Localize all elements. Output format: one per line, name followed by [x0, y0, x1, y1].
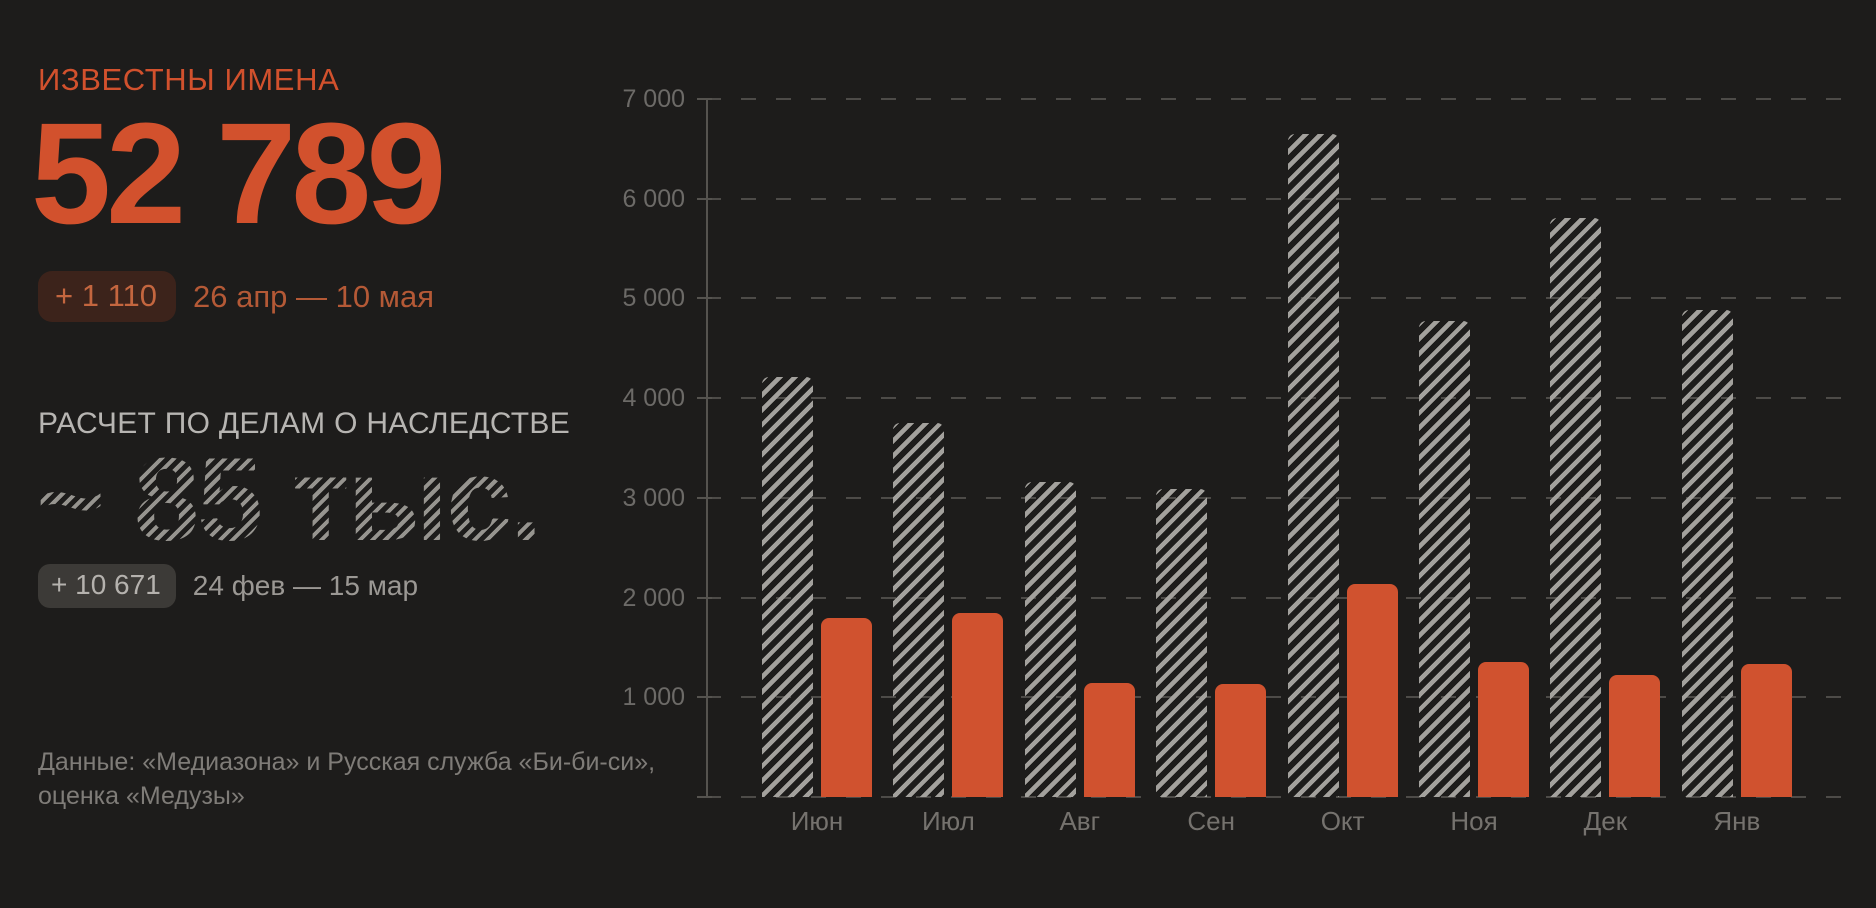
gridline-6000 [706, 197, 1848, 200]
gridline-2000 [706, 596, 1848, 599]
gridline-4000 [706, 397, 1848, 400]
bar-group-Ноя [1419, 99, 1529, 797]
estimate-delta-row: + 10 671 24 фев — 15 мар [38, 564, 418, 608]
x-axis-label-Ноя: Ноя [1450, 806, 1498, 836]
data-source-line1: Данные: «Медиазона» и Русская служба «Би… [38, 748, 656, 776]
inheritance-estimate-title: РАСЧЕТ ПО ДЕЛАМ О НАСЛЕДСТВЕ [38, 407, 571, 440]
y-tick-6000 [697, 197, 712, 200]
estimate-delta-period: 24 фев — 15 мар [192, 570, 419, 601]
estimate-bar-Янв [1681, 310, 1733, 797]
y-axis-label-2000: 2 000 [622, 583, 685, 612]
gridline-3000 [706, 496, 1848, 499]
y-axis-label-3000: 3 000 [622, 483, 685, 512]
data-source-line2: оценка «Медузы» [38, 781, 245, 810]
bar-group-Янв [1681, 99, 1792, 797]
y-axis-label-4000: 4 000 [622, 384, 685, 413]
y-tick-7000 [697, 98, 712, 100]
y-tick-4000 [697, 397, 712, 400]
y-tick-3000 [697, 496, 712, 499]
confirmed-bar-Сен [1215, 684, 1267, 797]
y-axis-line [706, 99, 708, 797]
x-axis-label-Июн: Июн [790, 806, 844, 836]
bar-group-Окт [1287, 99, 1398, 797]
x-axis-labels: Июн Июл Авг Сен Окт Ноя Дек Янв [706, 806, 1848, 846]
gridline-1000 [706, 696, 1848, 699]
confirmed-bar-Янв [1740, 664, 1792, 797]
estimate-bar-Июн [762, 377, 813, 797]
bar-group-Июн [762, 99, 872, 797]
x-axis-label-Авг: Авг [1059, 806, 1101, 836]
y-tick-5000 [697, 297, 712, 300]
bar-group-Авг [1024, 99, 1135, 797]
y-tick-0 [697, 796, 712, 798]
x-axis-label-Янв: Янв [1713, 806, 1761, 836]
x-axis-label-Окт: Окт [1320, 806, 1365, 836]
y-axis-labels: 1 000 2 000 3 000 4 000 5 000 6 000 7 000 [430, 85, 685, 797]
gridline-0 [706, 796, 1848, 798]
y-axis-label-6000: 6 000 [622, 184, 685, 213]
y-tick-2000 [697, 596, 712, 599]
estimate-bar-Авг [1024, 482, 1076, 797]
y-axis-label-7000: 7 000 [622, 85, 685, 113]
confirmed-bar-Дек [1609, 675, 1661, 797]
y-axis-label-1000: 1 000 [622, 683, 685, 712]
confirmed-bar-Окт [1346, 584, 1398, 797]
data-source-note: Данные: «Медиазона» и Русская служба «Би… [38, 746, 655, 813]
confirmed-bar-Июн [821, 618, 872, 797]
bar-group-Сен [1156, 99, 1267, 797]
bar-group-Дек [1550, 99, 1661, 797]
confirmed-bar-Ноя [1478, 662, 1529, 797]
known-names-delta-row: + 1 110 26 апр — 10 мая [38, 271, 434, 322]
inheritance-estimate-number: ~ 85 тыс. [36, 434, 543, 566]
estimate-bar-Июл [893, 423, 945, 797]
estimate-bar-Окт [1287, 134, 1339, 797]
gridline-5000 [706, 297, 1848, 300]
x-axis-label-Сен: Сен [1187, 806, 1235, 836]
x-axis-label-Дек: Дек [1583, 806, 1628, 836]
known-names-count: 52 789 [31, 93, 446, 254]
estimate-bar-Сен [1156, 489, 1208, 797]
delta-badge: + 1 110 [38, 271, 176, 322]
bar-chart-plot [697, 98, 1848, 798]
y-tick-1000 [697, 696, 712, 699]
estimate-bar-Ноя [1419, 321, 1470, 797]
estimate-delta-badge: + 10 671 [38, 564, 176, 608]
delta-period: 26 апр — 10 мая [193, 278, 435, 314]
confirmed-bar-Авг [1083, 683, 1135, 797]
y-axis-label-5000: 5 000 [622, 284, 685, 313]
bar-group-Июл [893, 99, 1004, 797]
known-names-title: ИЗВЕСТНЫ ИМЕНА [38, 62, 340, 97]
x-axis-label-Июл: Июл [921, 806, 975, 836]
estimate-bar-Дек [1550, 218, 1602, 797]
gridline-7000 [706, 98, 1848, 100]
confirmed-bar-Июл [952, 613, 1004, 797]
